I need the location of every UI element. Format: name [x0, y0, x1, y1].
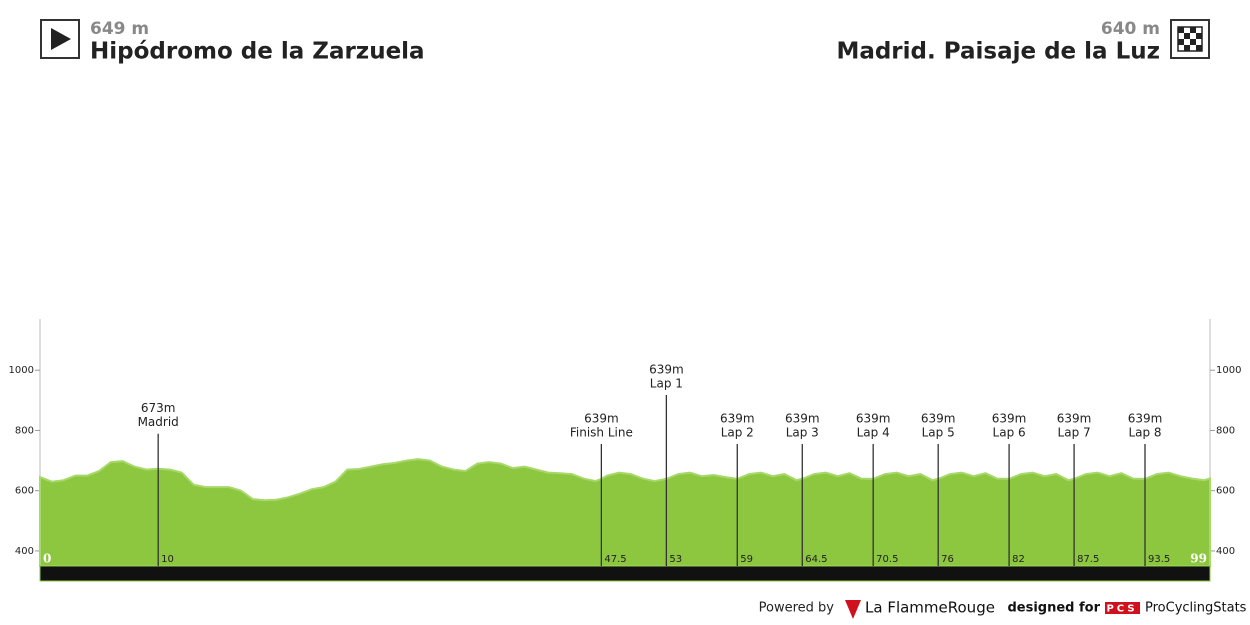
waypoint-name: Lap 5: [922, 425, 955, 439]
x-tick-label: 82: [1012, 554, 1025, 565]
waypoint-name: Lap 2: [721, 425, 754, 439]
x-tick-label: 87.5: [1077, 554, 1099, 565]
designed-for: designed for: [1007, 601, 1100, 616]
x-tick-label: 64.5: [805, 554, 827, 565]
waypoint-elevation: 639m: [649, 362, 684, 376]
brand-icon: [845, 600, 861, 619]
start-name: Hipódromo de la Zarzuela: [90, 39, 425, 65]
plot: 400 400 600 600 800 800 1000 1000 0 10 47.5 53 59 64.…: [9, 319, 1241, 582]
pcs-logo: PCS: [1106, 604, 1137, 615]
waypoint-name: Lap 6: [993, 425, 1026, 439]
x-tick-label: 76: [941, 554, 954, 565]
waypoint-elevation: 639m: [1128, 411, 1163, 425]
waypoint-name: Lap 1: [650, 376, 683, 390]
finish-icon: [1170, 19, 1210, 59]
waypoint-name: Finish Line: [570, 425, 633, 439]
waypoint-elevation: 639m: [1057, 411, 1092, 425]
waypoint-elevation: 639m: [584, 411, 619, 425]
x-tick-label: 0: [43, 552, 51, 566]
x-tick-label: 70.5: [876, 554, 898, 565]
waypoint-elevation: 639m: [992, 411, 1027, 425]
waypoint-name: Lap 7: [1058, 425, 1091, 439]
x-tick-label: 59: [740, 554, 753, 565]
y-tick-label: 400: [1216, 546, 1235, 557]
pcs-logo-box: [1105, 602, 1140, 614]
y-tick-label: 1000: [9, 365, 34, 376]
start-icon: [40, 19, 80, 59]
start-elevation: 649 m: [90, 19, 149, 39]
waypoint-name: Lap 3: [786, 425, 819, 439]
waypoint-elevation: 673m: [141, 401, 176, 415]
y-tick-label: 400: [15, 546, 34, 557]
waypoint-elevation: 639m: [720, 411, 755, 425]
powered-by: Powered by: [759, 601, 835, 616]
x-tick-label: 93.5: [1148, 554, 1170, 565]
y-tick-label: 800: [1216, 425, 1235, 436]
waypoint-elevation: 639m: [785, 411, 820, 425]
finish-name: Madrid. Paisaje de la Luz: [836, 39, 1160, 65]
waypoint-elevation: 639m: [921, 411, 956, 425]
y-tick-label: 800: [15, 425, 34, 436]
site-name: ProCyclingStats: [1145, 601, 1247, 616]
elevation-area: [39, 458, 1211, 567]
finish-elevation: 640 m: [1101, 19, 1160, 39]
x-tick-label: 53: [669, 554, 682, 565]
waypoint-name: Lap 8: [1128, 425, 1161, 439]
waypoint-name: Madrid: [138, 415, 179, 429]
waypoint-name: Lap 4: [857, 425, 890, 439]
y-tick-label: 600: [15, 486, 34, 497]
y-tick-label: 600: [1216, 486, 1235, 497]
x-tick-label: 47.5: [604, 554, 626, 565]
x-tick-label: 99: [1190, 552, 1207, 566]
brand: La FlammeRouge: [865, 599, 995, 617]
waypoint-elevation: 639m: [856, 411, 891, 425]
y-tick-label: 1000: [1216, 365, 1241, 376]
x-tick-label: 10: [161, 554, 174, 565]
distance-bar: [39, 565, 1211, 582]
